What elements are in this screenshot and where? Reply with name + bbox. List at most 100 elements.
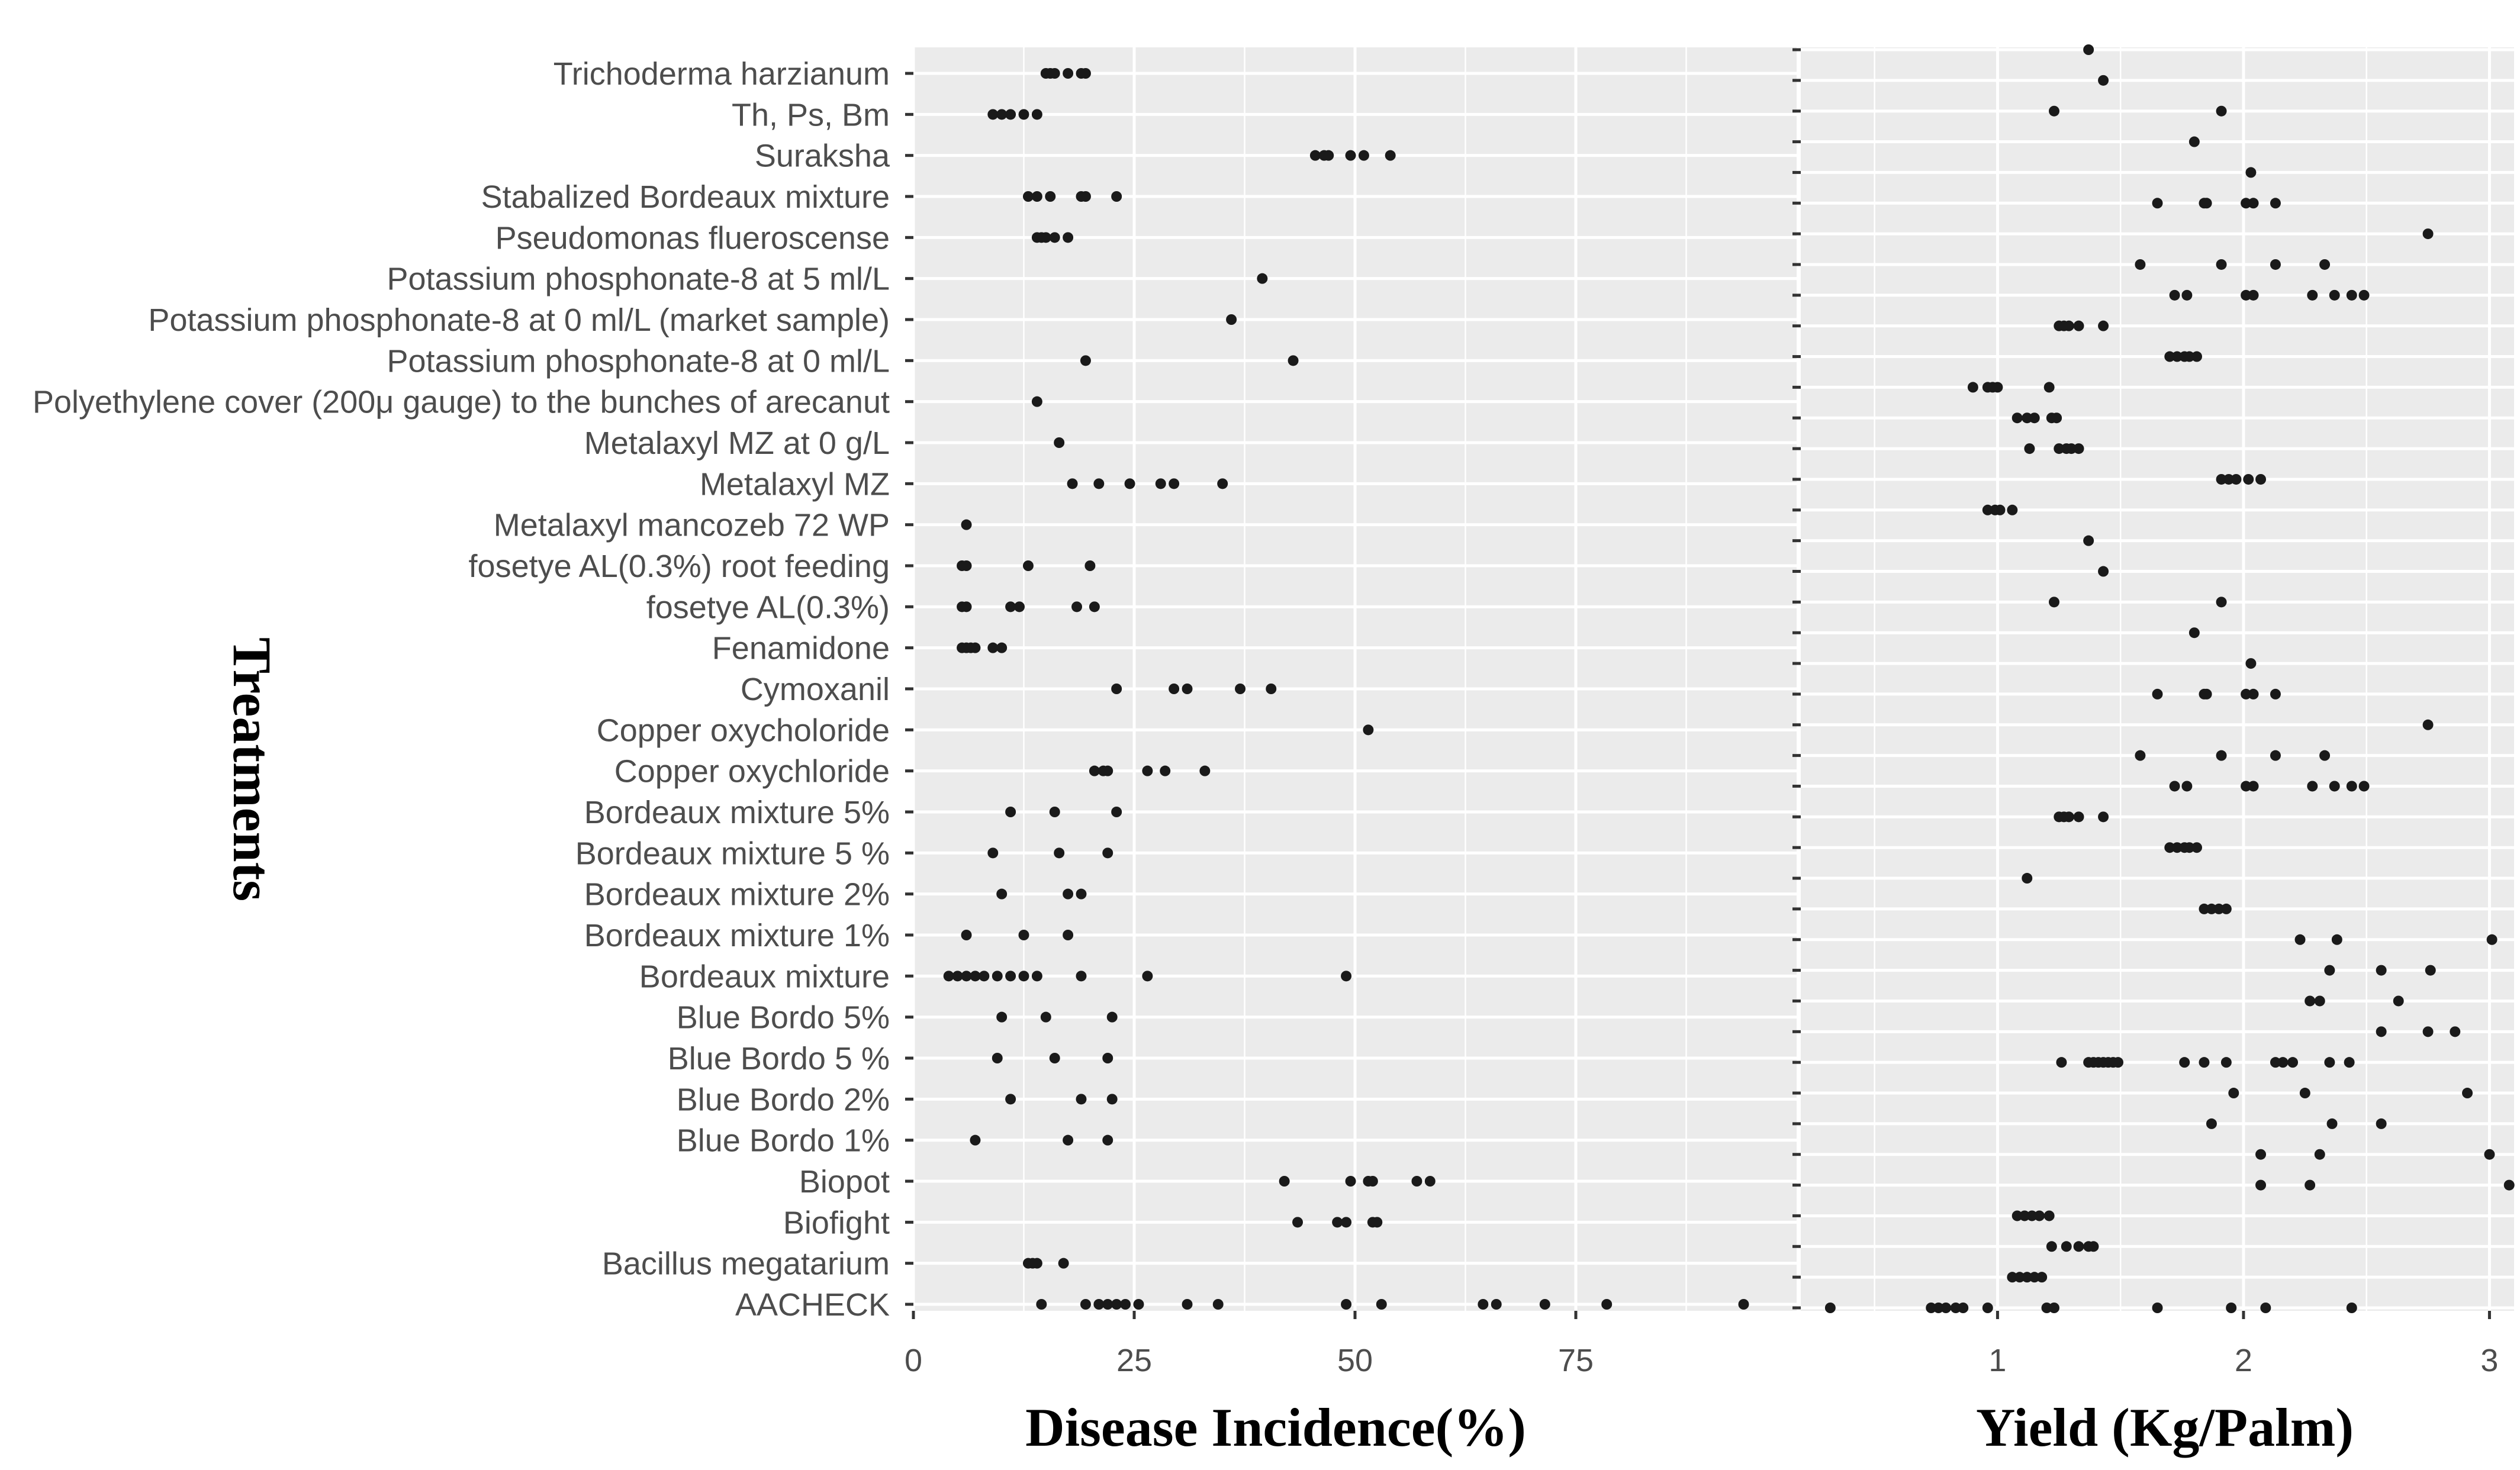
yield-point <box>2179 1057 2190 1068</box>
yield-tick-labels: 1 2 3 <box>1988 1343 2498 1378</box>
treatment-label: Blue Bordo 1% <box>677 1123 890 1159</box>
yield-plot-area <box>1801 47 2514 1311</box>
disease-incidence-point <box>992 971 1003 982</box>
yield-point <box>2329 781 2340 792</box>
yield-point <box>2184 842 2195 853</box>
disease-incidence-point <box>1199 765 1211 776</box>
disease-incidence-point <box>970 642 981 653</box>
yield-point <box>2054 443 2065 454</box>
treatment-label: Metalaxyl MZ at 0 g/L <box>584 425 890 461</box>
disease-incidence-point <box>1080 191 1091 202</box>
disease-incidence-point <box>1031 971 1042 982</box>
yield-point <box>2029 412 2040 424</box>
disease-incidence-point <box>1031 1258 1042 1269</box>
yield-point <box>2073 320 2084 331</box>
yield-point <box>2241 688 2252 699</box>
disease-incidence-point <box>1376 1299 1387 1310</box>
yield-point <box>2245 658 2257 669</box>
disease-incidence-point <box>1093 478 1105 489</box>
treatment-label: Blue Bordo 2% <box>677 1082 890 1117</box>
disease-incidence-ticks <box>905 72 1578 1319</box>
disease-incidence-point <box>1169 684 1180 694</box>
treatment-label: Potassium phosphonate-8 at 0 ml/L <box>387 343 890 379</box>
yield-point <box>2216 750 2227 761</box>
yield-point <box>2376 965 2387 976</box>
disease-incidence-point <box>1005 971 1016 982</box>
disease-incidence-point <box>1054 847 1065 859</box>
treatments-axis-title: Treatments <box>222 637 282 901</box>
yield-point <box>2319 750 2331 761</box>
yield-point <box>2014 1272 2025 1283</box>
treatment-label: Bordeaux mixture 5 % <box>575 836 890 871</box>
yield-point <box>1933 1303 1944 1313</box>
disease-incidence-point <box>1014 601 1025 612</box>
yield-point <box>2484 1149 2495 1160</box>
disease-incidence-points <box>943 68 1749 1310</box>
disease-incidence-point <box>1102 847 1113 859</box>
disease-incidence-point <box>1288 355 1299 366</box>
yield-point <box>2191 351 2202 362</box>
yield-point <box>2164 842 2175 853</box>
disease-incidence-point <box>1491 1299 1502 1310</box>
disease-incidence-x-tick-label: 75 <box>1558 1343 1594 1378</box>
yield-point <box>2026 1210 2038 1221</box>
disease-incidence-point <box>1063 930 1074 940</box>
disease-incidence-point <box>1309 150 1321 161</box>
disease-incidence-point <box>1345 1176 1356 1187</box>
yield-point <box>2376 1118 2387 1129</box>
disease-incidence-point <box>1018 930 1029 940</box>
yield-point <box>2270 259 2281 270</box>
disease-incidence-point <box>1049 232 1060 243</box>
yield-point <box>2083 535 2094 546</box>
yield-point <box>2462 1088 2473 1099</box>
disease-incidence-point <box>1076 888 1087 900</box>
yield-point <box>2051 412 2062 424</box>
disease-incidence-x-tick-label: 25 <box>1116 1343 1152 1378</box>
treatment-label: Bordeaux mixture 2% <box>584 877 890 913</box>
disease-incidence-point <box>1155 478 1166 489</box>
yield-point <box>2036 1272 2048 1283</box>
yield-point <box>2135 259 2146 270</box>
treatment-label: Suraksha <box>755 138 890 174</box>
yield-point <box>2201 198 2212 209</box>
disease-incidence-point <box>1738 1299 1749 1310</box>
disease-incidence-point <box>1063 68 1074 79</box>
yield-point <box>2307 289 2318 301</box>
disease-incidence-point <box>1539 1299 1550 1310</box>
treatment-label: Biofight <box>783 1205 890 1240</box>
yield-x-tick-label: 3 <box>2480 1343 2498 1378</box>
yield-point <box>2063 811 2074 823</box>
disease-incidence-point <box>943 971 954 982</box>
disease-incidence-point <box>1071 601 1083 612</box>
disease-incidence-point <box>1345 150 1356 161</box>
yield-point <box>2346 289 2357 301</box>
disease-incidence-point <box>1076 971 1087 982</box>
yield-point <box>2152 1303 2163 1313</box>
yield-point <box>2088 1241 2099 1252</box>
disease-incidence-point <box>1160 765 1171 776</box>
yield-point <box>2248 289 2259 301</box>
yield-x-tick-label: 2 <box>2235 1343 2252 1378</box>
disease-incidence-point <box>1102 765 1113 776</box>
disease-incidence-point <box>1067 478 1078 489</box>
yield-point <box>2019 1210 2030 1221</box>
disease-incidence-axis-title: Disease Incidence(%) <box>1025 1397 1526 1458</box>
yield-point <box>2248 198 2259 209</box>
yield-point <box>1824 1303 1836 1313</box>
yield-point <box>2066 443 2077 454</box>
disease-incidence-point <box>1266 684 1277 694</box>
yield-point <box>2241 289 2252 301</box>
disease-incidence-point <box>961 601 972 612</box>
yield-point <box>2287 1057 2299 1068</box>
yield-point <box>2191 842 2202 853</box>
yield-point <box>2213 903 2225 914</box>
yield-point <box>2061 1241 2072 1252</box>
disease-incidence-point <box>1424 1176 1436 1187</box>
disease-incidence-point <box>1063 232 1074 243</box>
yield-point <box>2376 1026 2387 1037</box>
yield-axis-title: Yield (Kg/Palm) <box>1976 1397 2354 1458</box>
disease-incidence-point <box>1332 1217 1343 1228</box>
yield-point <box>2241 781 2252 792</box>
disease-incidence-point <box>1005 109 1016 120</box>
yield-point <box>2007 1272 2018 1283</box>
